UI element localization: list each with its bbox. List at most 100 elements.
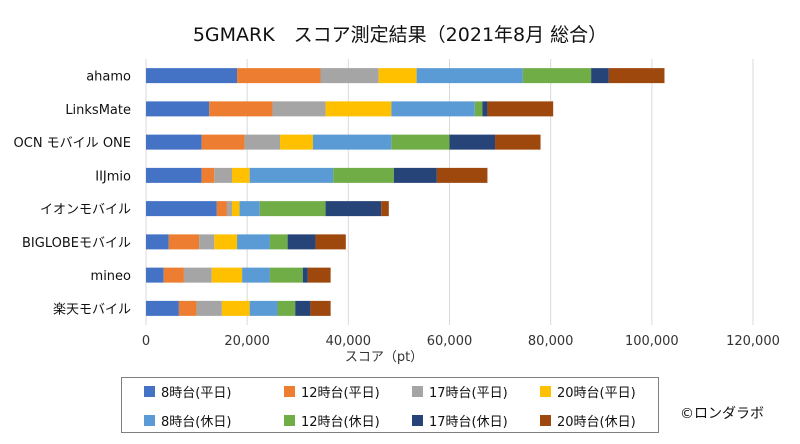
legend-item: 8時台(平日) [144,382,284,401]
bar-segment [237,234,270,250]
bar-segment [209,101,273,117]
bar-segment [231,167,250,183]
category-label: BIGLOBEモバイル [22,236,131,251]
bar-segment [391,101,475,117]
bar-segment [221,300,250,316]
legend: 8時台(平日) 12時台(平日) 17時台(平日) 20時台(平日) 8時台(休日) 12… [121,377,659,433]
category-label: LinksMate [65,103,131,118]
bar-segment [237,68,321,84]
bar-segment [214,234,238,250]
x-tick-label: 40,000 [326,334,372,349]
bar-segment [146,101,210,117]
bar-segment [146,267,164,283]
legend-grid: 8時台(平日) 12時台(平日) 17時台(平日) 20時台(平日) 8時台(休日) 12… [144,382,668,430]
legend-swatch [284,415,295,426]
bar-segment [201,134,245,150]
category-label: イオンモバイル [40,203,131,218]
x-tick-label: 20,000 [224,334,270,349]
legend-swatch [284,386,295,397]
legend-swatch [144,386,155,397]
legend-item: 20時台(休日) [540,411,668,430]
bar-segment [244,134,281,150]
bar-segment [333,167,394,183]
bar-segment [269,234,288,250]
bar-segment [482,101,488,117]
legend-label: 12時台(休日) [301,415,380,430]
legend-item: 12時台(休日) [284,411,412,430]
bar-segment [211,267,243,283]
bar-segment [302,267,308,283]
bar-segment [272,101,326,117]
bar-segment [378,68,417,84]
category-label: mineo [91,269,132,284]
bar-segment [325,101,392,117]
credit-label: ©ロンダラボ [680,406,764,422]
bar-segment [146,68,238,84]
legend-label: 20時台(休日) [557,415,636,430]
bar-segment [168,234,200,250]
bar-segment [287,234,316,250]
bar-segment [183,267,212,283]
bar-segment [249,167,334,183]
legend-label: 8時台(休日) [161,415,232,430]
x-tick-label: 100,000 [625,334,679,349]
bar-segment [146,234,169,250]
bar-segment [436,167,488,183]
legend-swatch [540,415,551,426]
category-label: ahamo [86,70,131,85]
legend-item: 20時台(平日) [540,382,668,401]
bar-segment [608,68,665,84]
bar-segment [280,134,313,150]
legend-item: 8時台(休日) [144,411,284,430]
bar-segment [315,234,346,250]
bar-segment [196,300,222,316]
x-tick-label: 120,000 [726,334,780,349]
legend-swatch [412,415,423,426]
legend-item: 17時台(平日) [412,382,540,401]
category-label: OCN モバイル ONE [14,136,131,151]
bar-segment [259,201,326,217]
legend-swatch [144,415,155,426]
bar-segment [178,300,197,316]
legend-swatch [540,386,551,397]
bar-segment [591,68,609,84]
legend-item: 12時台(平日) [284,382,412,401]
bar-segment [269,267,303,283]
x-tick-label: 60,000 [427,334,473,349]
x-tick-label: 0 [142,334,150,349]
bar-segment [381,201,389,217]
bar-segment [307,267,331,283]
bar-segment [249,300,278,316]
legend-label: 12時台(平日) [301,386,380,401]
legend-label: 17時台(平日) [429,386,508,401]
bar-segment [163,267,184,283]
bar-segment [391,134,450,150]
bar-segment [231,201,240,217]
bar-segment [295,300,311,316]
bar-segment [310,300,331,316]
bar-segment [320,68,379,84]
bar-segment [199,234,215,250]
bar-segment [146,134,202,150]
bar-segment [214,167,232,183]
bar-segment [201,167,215,183]
bar-segment [146,300,179,316]
bar-segment [393,167,437,183]
x-tick-label: 80,000 [528,334,574,349]
legend-label: 17時台(休日) [429,415,508,430]
legend-label: 8時台(平日) [161,386,232,401]
bar-segment [487,101,554,117]
chart-title: 5GMARK スコア測定結果（2021年8月 総合） [192,24,608,46]
bar-segment [449,134,496,150]
bar-segment [242,267,270,283]
bar-segment [146,167,202,183]
bar-segment [146,201,217,217]
bar-segment [416,68,523,84]
legend-label: 20時台(平日) [557,386,636,401]
bar-segment [312,134,392,150]
bar-segment [474,101,483,117]
category-label: 楽天モバイル [53,301,131,317]
bar-segment [325,201,382,217]
